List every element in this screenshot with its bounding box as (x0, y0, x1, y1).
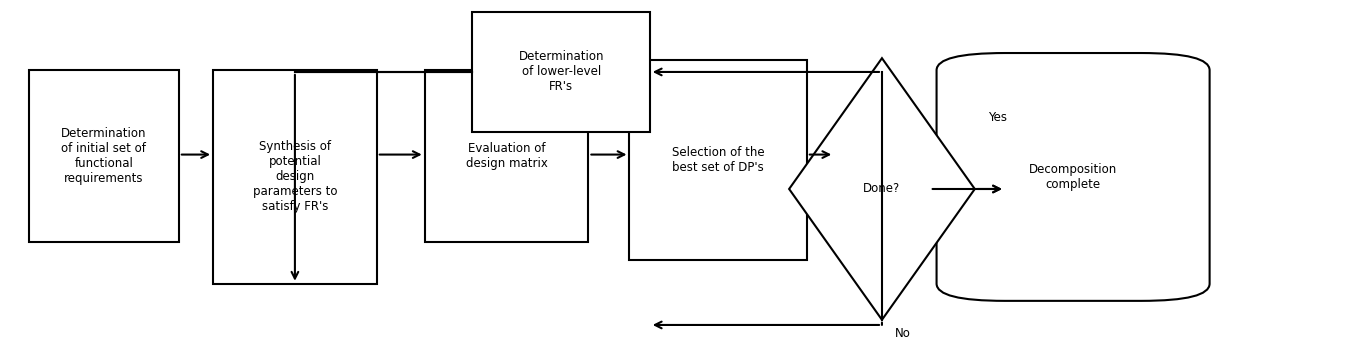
FancyBboxPatch shape (472, 12, 650, 132)
FancyBboxPatch shape (424, 70, 588, 242)
Text: Synthesis of
potential
design
parameters to
satisfy FR's: Synthesis of potential design parameters… (253, 141, 337, 213)
Text: Selection of the
best set of DP's: Selection of the best set of DP's (672, 146, 765, 174)
Polygon shape (789, 58, 975, 320)
Text: No: No (895, 327, 910, 340)
FancyBboxPatch shape (29, 70, 179, 242)
Text: Yes: Yes (989, 111, 1007, 124)
Text: Decomposition
complete: Decomposition complete (1029, 163, 1118, 191)
FancyBboxPatch shape (213, 70, 376, 283)
Text: Determination
of initial set of
functional
requirements: Determination of initial set of function… (62, 127, 146, 185)
Text: Evaluation of
design matrix: Evaluation of design matrix (465, 142, 547, 170)
FancyBboxPatch shape (629, 60, 807, 260)
Text: Done?: Done? (863, 183, 900, 195)
Text: Determination
of lower-level
FR's: Determination of lower-level FR's (518, 50, 603, 93)
FancyBboxPatch shape (937, 53, 1209, 301)
